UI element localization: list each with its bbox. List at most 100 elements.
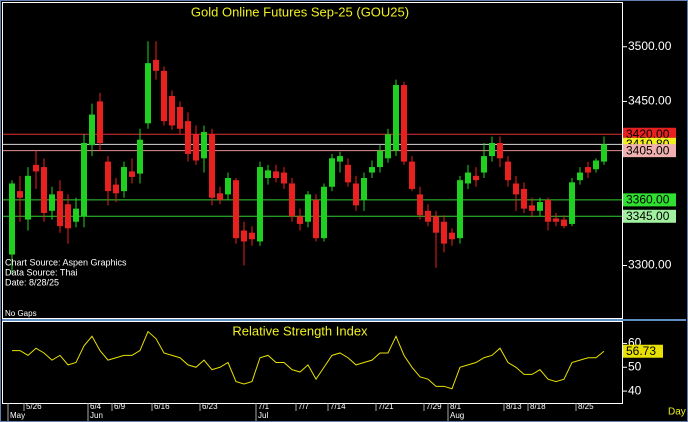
candle-body [49,194,55,211]
candle-body [97,101,103,143]
x-tick-label: 7/1 [258,402,270,411]
candle-body [201,132,207,159]
x-axis-label: Day [668,407,686,418]
candle-body [321,186,327,239]
candle-body [105,161,111,192]
source-note: Date: 8/28/25 [5,277,59,287]
candle-body [377,150,383,168]
candle-body [521,188,527,209]
candle-body [401,85,407,162]
candle-body [121,167,127,192]
candle-body [313,199,319,239]
month-label: Aug [450,411,464,420]
candle-body [529,205,535,211]
candle-body [305,194,311,222]
y-tick-label: 50 [628,359,642,373]
x-tick-label: 7/29 [426,402,442,411]
candle-body [169,95,175,126]
candle-body [273,171,279,178]
month-label: May [10,411,25,420]
rsi-title: Relative Strength Index [232,323,368,338]
candle-body [161,70,167,122]
candle-body [193,134,199,161]
candle-body [57,191,63,227]
chart-title: Gold Online Futures Sep-25 (GOU25) [191,4,409,19]
candle-body [225,178,231,195]
level-label: 3405.00 [626,143,670,157]
candle-body [289,183,295,217]
x-tick-label: 8/18 [530,402,546,411]
x-tick-label: 7/14 [330,402,346,411]
level-label: 3420.00 [626,127,670,141]
level-label-bg [623,144,676,158]
y-tick-label: 3300.00 [628,258,672,272]
candle-body [89,114,95,146]
gap-note: No Gaps [5,309,37,318]
candle-body [209,134,215,198]
candle-body [505,161,511,181]
candle-body [441,221,447,244]
candle-body [249,232,255,240]
x-tick-label: 7/7 [298,402,310,411]
candle-body [553,218,559,222]
candle-body [41,167,47,213]
rsi-panel-frame [2,321,623,404]
month-label: Jul [258,411,268,420]
candle-body [601,144,607,162]
x-tick-label: 6/9 [114,402,126,411]
x-tick-label: 6/23 [202,402,218,411]
candle-body [337,156,343,162]
candle-body [145,63,151,124]
candle-body [473,175,479,181]
x-tick-label: 8/13 [506,402,522,411]
candle-body [177,106,183,129]
level-label-bg [623,127,676,141]
source-note: Chart Source: Aspen Graphics [5,257,127,267]
candle-body [329,158,335,187]
candle-body [457,180,463,239]
x-tick-label: 6/16 [154,402,170,411]
candle-body [113,184,119,194]
level-label: 3360.00 [626,193,670,207]
last-value-label: 56.73 [626,344,656,358]
candle-body [233,180,239,239]
candle-body [369,167,375,173]
x-tick-label: 8/1 [450,402,462,411]
source-note: Data Source: Thai [5,267,77,277]
candle-body [545,199,551,222]
level-label-bg [623,193,676,207]
candle-body [281,172,287,184]
candle-body [137,139,143,174]
level-label: 3345.00 [626,209,670,223]
candle-body [585,167,591,173]
candle-body [577,172,583,181]
candle-body [425,210,431,222]
candle-body [345,164,351,183]
candle-body [409,161,415,189]
candle-body [153,59,159,71]
candle-body [17,191,23,198]
x-tick-label: 6/4 [90,402,102,411]
candle-body [65,204,71,229]
candle-body [513,183,519,195]
candle-body [129,171,135,177]
candle-body [73,208,79,222]
candle-body [257,167,263,242]
rsi-line [12,330,605,390]
candle-body [265,170,271,178]
candle-body [481,156,487,173]
candle-body [537,202,543,211]
candle-body [393,85,399,151]
month-label: Jun [90,411,103,420]
candle-body [465,172,471,184]
candle-body [33,164,39,172]
candle-body [353,183,359,206]
candle-body [417,194,423,216]
candle-body [497,143,503,159]
level-label-bg [623,209,676,223]
candle-body [433,216,439,233]
x-tick-label: 5/26 [26,402,42,411]
candle-body [385,134,391,159]
